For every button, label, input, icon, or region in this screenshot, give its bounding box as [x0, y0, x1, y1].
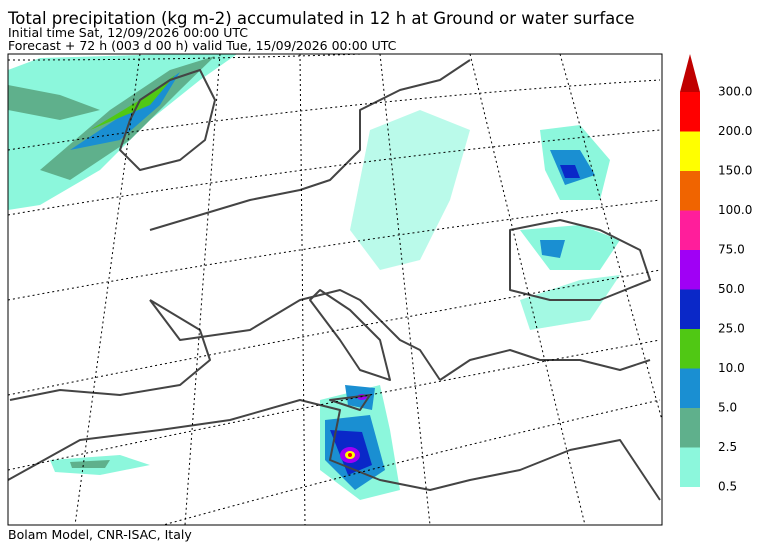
colorbar-swatch: [680, 171, 700, 211]
map: [7, 53, 663, 526]
map-frame: [7, 53, 663, 526]
colorbar-swatch: [680, 329, 700, 369]
colorbar-label: 200.0: [718, 124, 752, 138]
colorbar-swatch: [680, 92, 700, 132]
title: Total precipitation (kg m-2) accumulated…: [7, 9, 635, 28]
precipitation: [8, 54, 620, 500]
initial-time: Initial time Sat, 12/09/2026 00:00 UTC: [8, 25, 248, 40]
colorbar-label: 0.5: [718, 480, 737, 494]
colorbar: 0.5 2.5 5.0 10.0 25.0 50.0 75.0 100.0 150.0 200.0…: [680, 54, 752, 494]
colorbar-swatch: [680, 131, 700, 171]
colorbar-label: 2.5: [718, 440, 737, 454]
colorbar-arrow: [680, 54, 700, 92]
footer: Bolam Model, CNR-ISAC, Italy: [8, 527, 192, 542]
forecast-time: Forecast + 72 h (003 d 00 h) valid Tue, …: [8, 38, 397, 53]
colorbar-label: 5.0: [718, 401, 737, 415]
colorbar-label: 75.0: [718, 243, 745, 257]
colorbar-swatch: [680, 447, 700, 487]
colorbar-swatch: [680, 210, 700, 250]
colorbar-swatch: [680, 368, 700, 408]
colorbar-swatch: [680, 250, 700, 290]
colorbar-label: 100.0: [718, 203, 752, 217]
colorbar-swatch: [680, 408, 700, 448]
colorbar-label: 150.0: [718, 164, 752, 178]
colorbar-swatch: [680, 289, 700, 329]
colorbar-label: 300.0: [718, 85, 752, 99]
graticule: [8, 54, 662, 525]
colorbar-label: 25.0: [718, 322, 745, 336]
colorbar-label: 50.0: [718, 282, 745, 296]
colorbar-label: 10.0: [718, 361, 745, 375]
